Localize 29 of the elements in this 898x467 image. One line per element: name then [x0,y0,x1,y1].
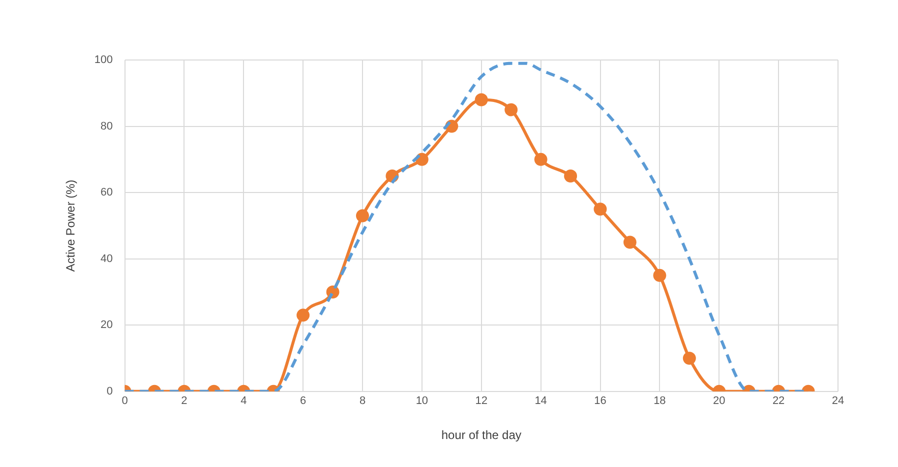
x-tick-label: 18 [654,395,666,408]
y-tick-label: 0 [106,385,113,398]
x-tick-label: 14 [534,395,547,408]
x-tick-label: 20 [713,395,726,408]
point [356,209,369,222]
y-axis-title: Active Power (%) [64,180,78,272]
x-tick-label: 6 [300,395,306,408]
y-tick-label: 60 [100,186,113,199]
x-tick-label: 12 [475,395,488,408]
x-tick-label: 0 [122,395,128,408]
x-axis-title: hour of the day [441,428,522,442]
x-tick-label: 24 [832,395,844,408]
point [623,236,636,249]
point [504,103,518,116]
point [415,152,428,166]
y-tick-label: 20 [100,319,113,332]
x-tick-label: 10 [416,395,428,408]
y-tick-label: 100 [94,54,113,66]
x-tick-label: 2 [181,395,188,408]
x-tick-label: 22 [772,395,785,408]
point [474,93,488,106]
point [594,202,607,216]
point [564,169,578,182]
y-tick-label: 40 [100,252,113,265]
y-tick-label: 80 [100,120,113,132]
x-tick-label: 8 [359,395,366,408]
point [534,152,548,166]
x-tick-label: 4 [240,395,247,408]
x-tick-label: 16 [594,395,606,408]
